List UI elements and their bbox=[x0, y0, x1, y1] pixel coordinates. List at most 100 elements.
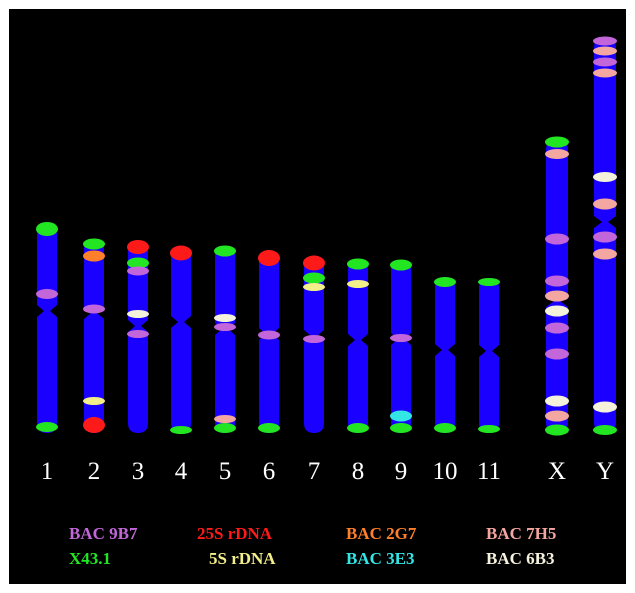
signal-25s-rdna bbox=[303, 256, 325, 271]
signal-bac-9b7 bbox=[390, 334, 412, 342]
signal-bac-7h5 bbox=[545, 411, 569, 422]
signal-5s-rdna bbox=[347, 280, 369, 288]
chromosome-label-5: 5 bbox=[219, 458, 232, 485]
signal-bac-7h5 bbox=[593, 249, 617, 260]
signal-x43-1 bbox=[214, 246, 236, 257]
legend-bac-6b3: BAC 6B3 bbox=[486, 549, 554, 568]
chromosome-body bbox=[37, 224, 57, 433]
legend-bac-7h5: BAC 7H5 bbox=[486, 524, 556, 543]
chromosome-label-2: 2 bbox=[88, 458, 101, 485]
signal-bac-7h5 bbox=[593, 47, 617, 56]
chromosome-label-10: 10 bbox=[433, 458, 458, 485]
signal-bac-7h5 bbox=[593, 69, 617, 78]
chromosome-9 bbox=[390, 260, 412, 434]
signal-bac-3e3 bbox=[390, 411, 412, 422]
signal-bac-6b3 bbox=[127, 310, 149, 318]
signal-x43-1 bbox=[214, 423, 236, 433]
chromosome-x bbox=[545, 137, 569, 436]
signal-bac-9b7 bbox=[593, 232, 617, 243]
chromosome-body bbox=[435, 277, 455, 433]
chromosome-label-8: 8 bbox=[352, 458, 365, 485]
signal-x43-1 bbox=[303, 273, 325, 284]
chromosome-label-4: 4 bbox=[175, 458, 188, 485]
signal-bac-9b7 bbox=[545, 276, 569, 287]
signal-x43-1 bbox=[36, 222, 58, 236]
signal-bac-6b3 bbox=[593, 402, 617, 413]
signal-bac-7h5 bbox=[545, 149, 569, 159]
legend-25s-rdna: 25S rDNA bbox=[197, 524, 273, 543]
chromosome-4 bbox=[170, 246, 192, 435]
chromosome-7 bbox=[303, 256, 325, 434]
signal-25s-rdna bbox=[83, 417, 105, 433]
signal-bac-7h5 bbox=[214, 415, 236, 423]
signal-x43-1 bbox=[545, 137, 569, 148]
chromosome-1 bbox=[36, 222, 58, 433]
chromosome-label-x: X bbox=[548, 458, 566, 485]
signal-bac-9b7 bbox=[83, 305, 105, 314]
chromosome-label-1: 1 bbox=[41, 458, 54, 485]
signal-bac-7h5 bbox=[545, 291, 569, 302]
chromosome-label-9: 9 bbox=[395, 458, 408, 485]
legend-x43-1: X43.1 bbox=[69, 549, 111, 568]
chromosome-label-3: 3 bbox=[132, 458, 145, 485]
signal-25s-rdna bbox=[170, 246, 192, 261]
signal-x43-1 bbox=[434, 423, 456, 433]
signal-bac-9b7 bbox=[545, 234, 569, 245]
signal-x43-1 bbox=[83, 239, 105, 250]
chromosome-body bbox=[391, 260, 411, 433]
chromosome-11 bbox=[478, 278, 500, 433]
legend-bac-3e3: BAC 3E3 bbox=[346, 549, 414, 568]
signal-bac-9b7 bbox=[545, 349, 569, 360]
signal-bac-2g7 bbox=[83, 251, 105, 262]
signal-bac-7h5 bbox=[593, 199, 617, 210]
signal-x43-1 bbox=[36, 422, 58, 432]
signal-x43-1 bbox=[347, 259, 369, 270]
chromosome-body bbox=[171, 246, 191, 433]
probe-legend: BAC 9B7 25S rDNA BAC 2G7 BAC 7H5 X43.1 5… bbox=[69, 524, 556, 568]
signal-bac-9b7 bbox=[258, 331, 280, 340]
signal-5s-rdna bbox=[303, 283, 325, 291]
signal-bac-9b7 bbox=[593, 58, 617, 67]
signal-bac-9b7 bbox=[127, 330, 149, 338]
signal-x43-1 bbox=[347, 423, 369, 433]
chromosome-2 bbox=[83, 239, 105, 434]
signal-x43-1 bbox=[478, 425, 500, 433]
signal-x43-1 bbox=[545, 425, 569, 436]
signal-25s-rdna bbox=[127, 240, 149, 254]
chromosome-y bbox=[593, 37, 617, 436]
signal-bac-9b7 bbox=[303, 335, 325, 343]
chromosome-6 bbox=[258, 250, 280, 433]
chromosome-body bbox=[215, 246, 235, 433]
signal-x43-1 bbox=[593, 425, 617, 435]
signal-x43-1 bbox=[258, 423, 280, 433]
legend-bac-2g7: BAC 2G7 bbox=[346, 524, 417, 543]
signal-bac-9b7 bbox=[36, 289, 58, 299]
chromosome-label-11: 11 bbox=[477, 458, 501, 485]
signal-bac-9b7 bbox=[545, 323, 569, 334]
signal-5s-rdna bbox=[83, 397, 105, 405]
chromosome-3 bbox=[127, 240, 149, 433]
chromosome-body bbox=[259, 251, 279, 433]
legend-bac-9b7: BAC 9B7 bbox=[69, 524, 138, 543]
signal-bac-6b3 bbox=[545, 396, 569, 407]
signal-x43-1 bbox=[478, 278, 500, 286]
signal-x43-1 bbox=[170, 426, 192, 434]
karyotype-panel: 1 2 3 4 5 6 7 8 9 10 11 X Y BAC 9B7 25S … bbox=[9, 9, 626, 584]
signal-x43-1 bbox=[390, 423, 412, 433]
signal-bac-9b7 bbox=[593, 37, 617, 46]
chromosome-8 bbox=[347, 259, 369, 434]
signal-bac-6b3 bbox=[593, 172, 617, 182]
chromosome-10 bbox=[434, 277, 456, 433]
signal-x43-1 bbox=[434, 277, 456, 287]
karyotype-ideogram: 1 2 3 4 5 6 7 8 9 10 11 X Y BAC 9B7 25S … bbox=[9, 9, 626, 584]
chromosome-body bbox=[479, 278, 499, 433]
signal-25s-rdna bbox=[258, 250, 280, 266]
signal-bac-9b7 bbox=[214, 323, 236, 331]
signal-bac-9b7 bbox=[127, 267, 149, 276]
chromosome-label-7: 7 bbox=[308, 458, 321, 485]
chromosome-label-6: 6 bbox=[263, 458, 276, 485]
chromosome-label-y: Y bbox=[596, 458, 614, 485]
chromosome-5 bbox=[214, 246, 236, 434]
signal-bac-6b3 bbox=[214, 314, 236, 322]
